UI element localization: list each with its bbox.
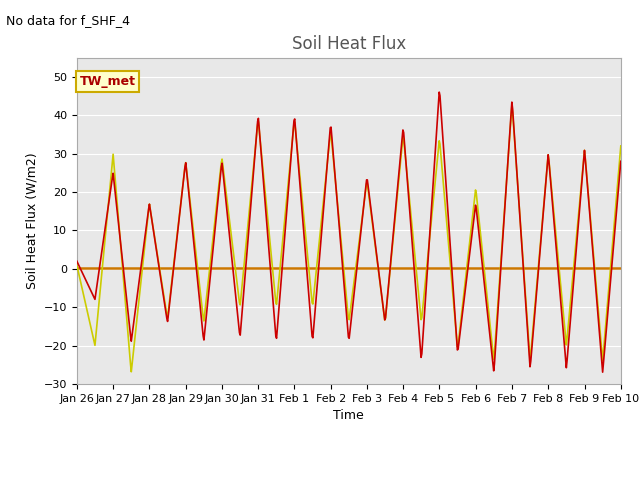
X-axis label: Time: Time [333,409,364,422]
Text: No data for f_SHF_4: No data for f_SHF_4 [6,14,131,27]
Title: Soil Heat Flux: Soil Heat Flux [292,35,406,53]
Text: TW_met: TW_met [80,75,136,88]
Legend: SHF_1, SHF_2, SHF_3: SHF_1, SHF_2, SHF_3 [209,479,489,480]
Y-axis label: Soil Heat Flux (W/m2): Soil Heat Flux (W/m2) [25,153,38,289]
